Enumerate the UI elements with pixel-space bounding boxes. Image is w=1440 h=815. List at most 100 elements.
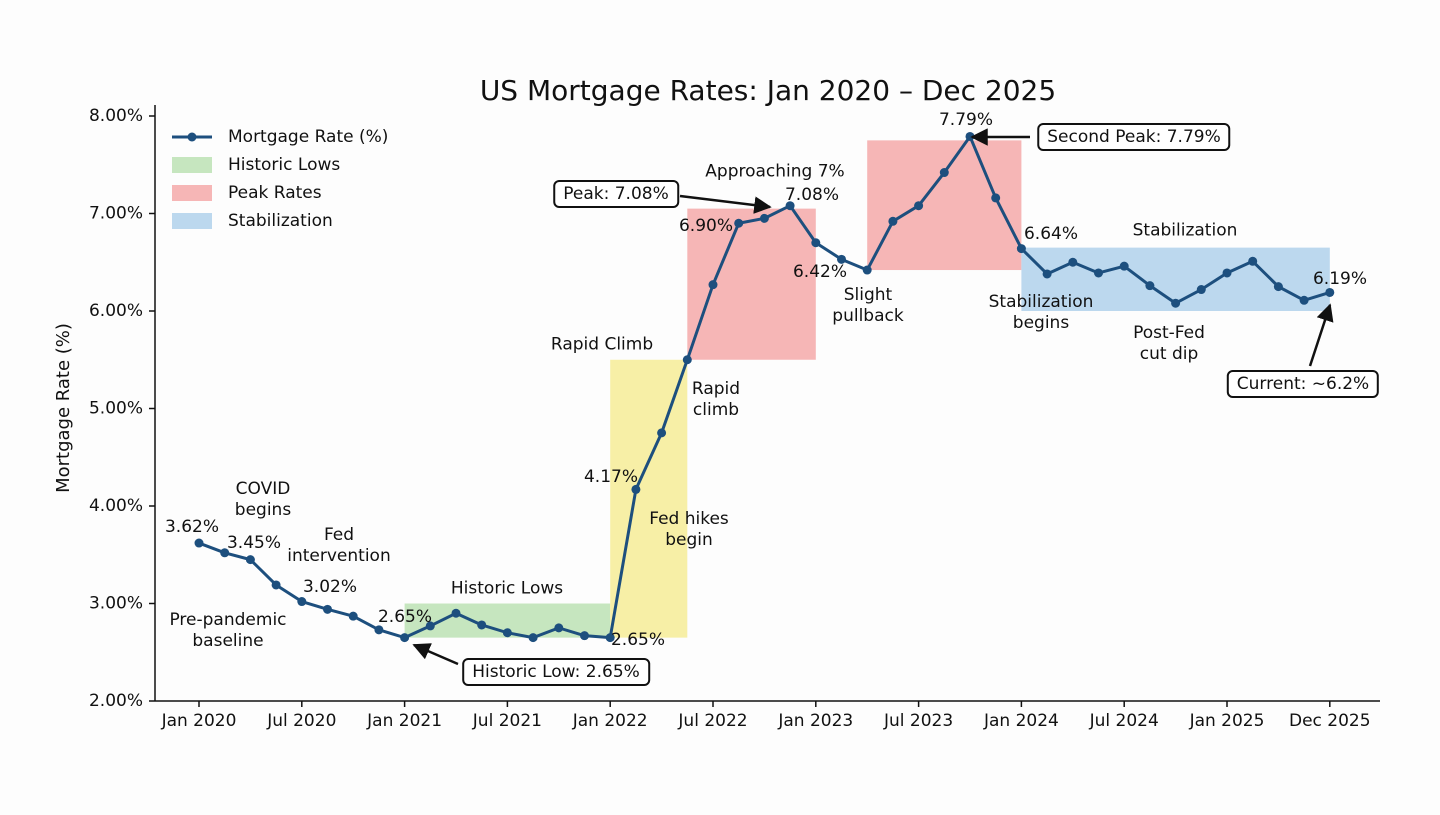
legend-label: Mortgage Rate (%) bbox=[228, 127, 388, 147]
data-point bbox=[1325, 287, 1335, 297]
data-point bbox=[477, 620, 487, 630]
data-point bbox=[991, 193, 1001, 203]
legend-label: Historic Lows bbox=[228, 155, 340, 175]
data-label: 6.90% bbox=[679, 216, 733, 236]
annotation: Pre-pandemic baseline bbox=[169, 610, 287, 651]
callout-arrow bbox=[679, 194, 772, 214]
data-point bbox=[785, 201, 795, 211]
callout-box: Historic Low: 2.65% bbox=[462, 658, 650, 686]
data-point bbox=[1222, 268, 1232, 278]
data-point bbox=[888, 216, 898, 226]
shaded-region bbox=[610, 359, 688, 638]
annotation: Stabilization bbox=[1132, 220, 1238, 241]
x-tick-label: Jan 2021 bbox=[366, 711, 442, 731]
data-label: 3.62% bbox=[165, 517, 219, 537]
y-tick-label: 7.00% bbox=[89, 204, 143, 224]
data-label: 6.19% bbox=[1313, 269, 1367, 289]
data-point bbox=[1248, 256, 1258, 266]
data-label: 3.02% bbox=[303, 577, 357, 597]
callout-arrow bbox=[1308, 303, 1334, 367]
data-label: 2.65% bbox=[378, 607, 432, 627]
annotation: Post-Fed cut dip bbox=[1133, 323, 1205, 364]
x-tick-label: Jan 2023 bbox=[777, 711, 853, 731]
y-tick-label: 4.00% bbox=[89, 496, 143, 516]
data-point bbox=[914, 201, 924, 211]
annotation: Rapid climb bbox=[691, 379, 741, 420]
data-point bbox=[1119, 261, 1129, 271]
data-point bbox=[502, 628, 512, 638]
y-tick-label: 5.00% bbox=[89, 399, 143, 419]
legend-marker bbox=[187, 132, 197, 142]
y-axis-label: Mortgage Rate (%) bbox=[53, 323, 74, 493]
data-point bbox=[1273, 282, 1283, 292]
data-point bbox=[1042, 269, 1052, 279]
annotation: Slight pullback bbox=[832, 285, 904, 326]
data-point bbox=[708, 280, 718, 290]
x-tick-label: Jul 2024 bbox=[1089, 711, 1159, 731]
annotation: Rapid Climb bbox=[550, 334, 654, 355]
data-point bbox=[220, 548, 230, 558]
callout-box: Peak: 7.08% bbox=[553, 180, 679, 208]
callout-box: Second Peak: 7.79% bbox=[1037, 123, 1231, 151]
x-tick-label: Jul 2020 bbox=[266, 711, 336, 731]
x-tick-label: Jul 2022 bbox=[677, 711, 747, 731]
x-tick-label: Jul 2023 bbox=[883, 711, 953, 731]
data-point bbox=[1145, 281, 1155, 291]
data-point bbox=[245, 555, 255, 565]
data-point bbox=[1016, 244, 1026, 254]
data-point bbox=[734, 218, 744, 228]
annotation: Fed intervention bbox=[287, 525, 391, 566]
callout-box: Current: ~6.2% bbox=[1226, 370, 1380, 398]
data-point bbox=[348, 611, 358, 621]
annotation: Approaching 7% bbox=[705, 161, 845, 182]
data-point bbox=[631, 484, 641, 494]
data-label: 7.79% bbox=[939, 110, 993, 130]
data-point bbox=[657, 428, 667, 438]
legend-swatch bbox=[172, 213, 212, 229]
data-point bbox=[605, 633, 615, 643]
y-tick-label: 6.00% bbox=[89, 301, 143, 321]
annotation: COVID begins bbox=[234, 479, 292, 520]
legend-swatch bbox=[172, 157, 212, 173]
data-point bbox=[323, 604, 332, 614]
data-point bbox=[837, 254, 846, 264]
data-label: 2.65% bbox=[611, 630, 665, 650]
chart-title: US Mortgage Rates: Jan 2020 – Dec 2025 bbox=[480, 74, 1056, 107]
legend-label: Peak Rates bbox=[228, 183, 322, 203]
data-label: 6.42% bbox=[793, 262, 847, 282]
data-point bbox=[939, 168, 949, 178]
data-point bbox=[194, 538, 204, 548]
callout-arrow bbox=[412, 643, 459, 666]
data-point bbox=[400, 633, 410, 643]
y-tick-label: 8.00% bbox=[89, 106, 143, 126]
y-tick-label: 3.00% bbox=[89, 594, 143, 614]
data-label: 7.08% bbox=[785, 185, 839, 205]
x-tick-label: Jan 2022 bbox=[572, 711, 648, 731]
shaded-region bbox=[867, 140, 1022, 271]
data-point bbox=[682, 355, 692, 365]
y-tick-label: 2.00% bbox=[89, 691, 143, 711]
data-point bbox=[759, 213, 769, 223]
data-point bbox=[451, 608, 461, 618]
data-point bbox=[554, 623, 564, 633]
data-point bbox=[811, 238, 821, 248]
annotation: Stabilization begins bbox=[988, 292, 1094, 333]
data-point bbox=[1299, 295, 1309, 305]
annotation: Historic Lows bbox=[450, 578, 564, 599]
data-label: 3.45% bbox=[227, 533, 281, 553]
data-point bbox=[1171, 298, 1181, 308]
annotation: Fed hikes begin bbox=[649, 509, 729, 550]
data-point bbox=[1094, 268, 1103, 278]
x-tick-label: Dec 2025 bbox=[1289, 711, 1371, 731]
data-point bbox=[425, 621, 435, 631]
legend-swatch bbox=[172, 185, 212, 201]
data-label: 6.64% bbox=[1024, 224, 1078, 244]
data-point bbox=[1196, 285, 1206, 295]
data-point bbox=[297, 597, 307, 607]
data-point bbox=[374, 625, 384, 635]
data-point bbox=[862, 265, 872, 275]
x-tick-label: Jul 2021 bbox=[472, 711, 542, 731]
data-point bbox=[528, 633, 538, 643]
